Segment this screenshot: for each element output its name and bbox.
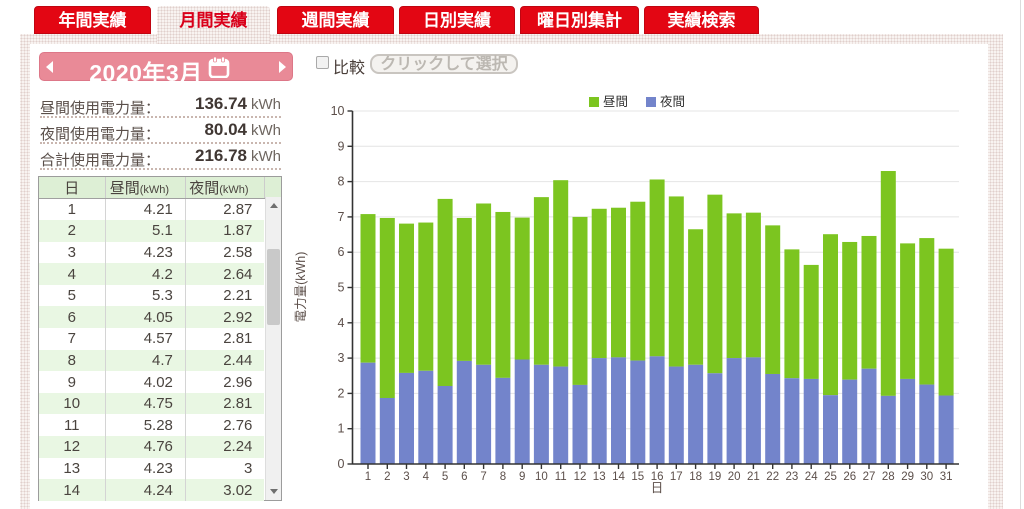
- svg-text:2: 2: [338, 386, 345, 400]
- svg-text:6: 6: [338, 245, 345, 259]
- svg-text:19: 19: [709, 471, 722, 483]
- svg-text:1: 1: [365, 471, 371, 483]
- svg-text:18: 18: [689, 471, 702, 483]
- svg-text:2: 2: [384, 471, 390, 483]
- svg-text:10: 10: [331, 104, 345, 118]
- svg-text:29: 29: [901, 471, 914, 483]
- svg-text:6: 6: [461, 471, 467, 483]
- svg-text:14: 14: [612, 471, 625, 483]
- svg-text:3: 3: [338, 351, 345, 365]
- svg-text:23: 23: [786, 471, 799, 483]
- svg-text:13: 13: [593, 471, 606, 483]
- svg-text:7: 7: [338, 210, 345, 224]
- svg-text:31: 31: [940, 471, 953, 483]
- svg-text:電力量(kWh): 電力量(kWh): [294, 252, 308, 323]
- svg-text:7: 7: [480, 471, 486, 483]
- svg-text:11: 11: [555, 471, 567, 483]
- svg-text:5: 5: [338, 281, 345, 295]
- svg-text:21: 21: [747, 471, 760, 483]
- svg-text:24: 24: [805, 471, 818, 483]
- svg-text:27: 27: [863, 471, 876, 483]
- svg-text:夜間: 夜間: [660, 94, 685, 109]
- svg-text:3: 3: [403, 471, 409, 483]
- svg-text:26: 26: [843, 471, 856, 483]
- svg-text:30: 30: [920, 471, 933, 483]
- svg-text:25: 25: [824, 471, 837, 483]
- svg-text:1: 1: [338, 422, 345, 436]
- svg-text:28: 28: [882, 471, 895, 483]
- svg-text:9: 9: [338, 139, 345, 153]
- svg-text:10: 10: [535, 471, 548, 483]
- svg-text:4: 4: [338, 316, 345, 330]
- svg-text:22: 22: [766, 471, 779, 483]
- svg-text:8: 8: [338, 175, 345, 189]
- svg-text:昼間: 昼間: [603, 95, 628, 109]
- svg-text:16: 16: [651, 471, 664, 483]
- svg-text:12: 12: [574, 471, 587, 483]
- svg-text:日: 日: [651, 481, 664, 495]
- svg-text:0: 0: [338, 457, 345, 471]
- svg-text:8: 8: [500, 471, 506, 483]
- svg-text:5: 5: [442, 471, 448, 483]
- svg-text:9: 9: [519, 471, 525, 483]
- svg-text:15: 15: [631, 471, 644, 483]
- svg-text:17: 17: [670, 471, 683, 483]
- svg-text:20: 20: [728, 471, 741, 483]
- svg-text:4: 4: [423, 471, 430, 483]
